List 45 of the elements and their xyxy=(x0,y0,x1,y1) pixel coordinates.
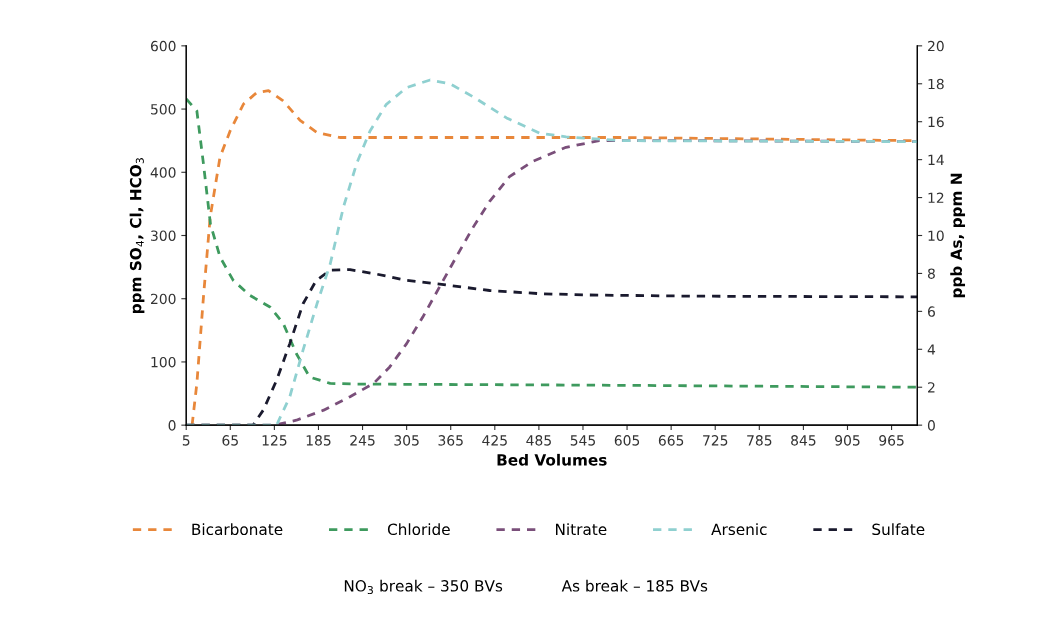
x-tick-label: 845 xyxy=(791,435,816,446)
y-tick-label: 200 xyxy=(150,293,176,305)
x-tick-label: 185 xyxy=(306,435,331,446)
y2-tick-label: 0 xyxy=(927,420,935,431)
text: NO$_{3}$ break – 350 BVs xyxy=(344,579,503,595)
x-tick-label: 65 xyxy=(222,435,238,446)
x-axis-title: Bed Volumes xyxy=(497,453,607,466)
x-tick-label: 125 xyxy=(262,435,287,446)
x-tick-label: 725 xyxy=(703,435,728,446)
legend-label: Arsenic xyxy=(711,523,767,536)
legend-label: Sulfate xyxy=(872,523,925,536)
text: As break – 185 BVs xyxy=(561,579,708,592)
x-tick-label: 485 xyxy=(526,435,551,446)
x-tick-label: 305 xyxy=(394,435,419,446)
y-tick-label: 300 xyxy=(151,230,176,241)
y-tick-label: 500 xyxy=(151,104,176,115)
x-tick-label: 545 xyxy=(570,435,596,446)
y2-tick-label: 4 xyxy=(927,344,936,355)
y2-tick-label: 12 xyxy=(928,192,944,203)
x-tick-label: 905 xyxy=(835,435,860,446)
y-axis-title: ppm SO$_{4}$, Cl, HCO$_{3}$ xyxy=(129,158,145,314)
y-tick-label: 0 xyxy=(168,420,176,431)
legend-label: Nitrate xyxy=(556,523,607,536)
x-tick-label: 425 xyxy=(482,435,507,446)
x-tick-label: 785 xyxy=(747,435,772,446)
legend-label: Chloride xyxy=(387,523,450,536)
x-tick-label: 365 xyxy=(438,435,463,446)
y2-tick-label: 2 xyxy=(928,382,935,393)
y2-tick-label: 8 xyxy=(927,268,935,279)
y2-tick-label: 14 xyxy=(928,154,944,165)
y2-tick-label: 18 xyxy=(928,78,944,90)
x-tick-label: 605 xyxy=(614,435,640,446)
y-tick-label: 400 xyxy=(150,167,176,178)
y2-tick-label: 10 xyxy=(928,230,944,241)
x-tick-label: 665 xyxy=(658,435,684,446)
x-tick-label: 965 xyxy=(879,435,904,446)
y2-tick-label: 20 xyxy=(928,40,944,52)
legend-label: Bicarbonate xyxy=(192,523,283,536)
y-tick-label: 600 xyxy=(150,40,176,52)
x-tick-label: 245 xyxy=(350,435,375,446)
y2-tick-label: 16 xyxy=(928,116,944,128)
y2-axis-title: ppb As, ppm N xyxy=(950,173,966,298)
y2-tick-label: 6 xyxy=(927,306,935,317)
y-tick-label: 100 xyxy=(151,356,176,368)
x-tick-label: 5 xyxy=(182,435,190,446)
